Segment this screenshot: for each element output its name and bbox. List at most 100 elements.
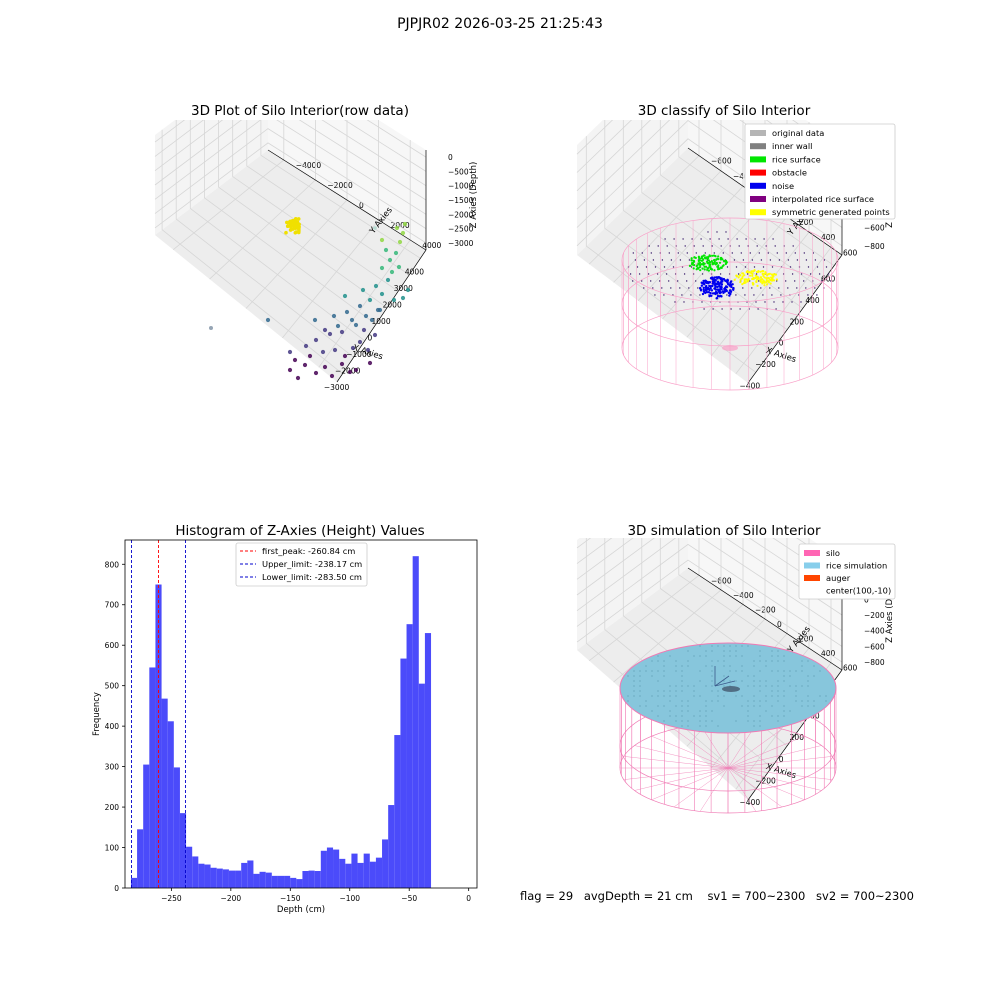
symmetric-point xyxy=(761,272,765,275)
rice-mesh-point xyxy=(657,715,659,717)
raw-data-point xyxy=(339,329,345,335)
histogram-bar xyxy=(228,870,236,888)
rice-mesh-point xyxy=(633,690,635,692)
rice-mesh-point xyxy=(783,715,785,717)
histogram-bar xyxy=(412,556,419,888)
interpolated-surface-point xyxy=(744,266,747,268)
rice-mesh-point xyxy=(699,645,701,647)
rice-mesh-point xyxy=(717,690,719,692)
interpolated-surface-point xyxy=(695,280,697,282)
legend-swatch xyxy=(804,550,820,556)
plot-frame xyxy=(124,539,478,889)
z-gridline xyxy=(576,538,843,632)
rice-surface-point xyxy=(714,263,717,266)
rice-surface-point xyxy=(697,259,700,263)
raw-data-point xyxy=(361,327,367,333)
rice-mesh-point xyxy=(723,675,725,677)
rice-mesh-point xyxy=(705,725,707,727)
symmetric-point xyxy=(756,270,760,274)
raw-data-point xyxy=(312,317,318,323)
rice-mesh-point xyxy=(729,665,731,667)
rice-mesh-point xyxy=(687,705,689,707)
raw-data-point xyxy=(265,317,271,323)
raw-data-point xyxy=(339,361,345,367)
rice-surface-point xyxy=(695,268,698,271)
interpolated-surface-point xyxy=(787,287,789,289)
rice-mesh-point xyxy=(705,710,707,712)
noise-point xyxy=(702,279,705,283)
legend-swatch xyxy=(750,130,766,136)
rice-mesh-point xyxy=(699,670,701,672)
interpolated-surface-point xyxy=(830,280,832,282)
noise-point xyxy=(713,287,716,290)
y-tick-label: 800 xyxy=(105,560,120,569)
interpolated-surface-point xyxy=(718,238,720,240)
y-tick-label: 4000 xyxy=(422,241,441,250)
rice-mesh-point xyxy=(657,670,659,672)
interpolated-surface-point xyxy=(730,308,732,310)
interpolated-surface-point xyxy=(733,259,736,261)
legend-box xyxy=(798,543,896,600)
symmetric-point xyxy=(759,280,763,283)
rice-mesh-point xyxy=(771,660,773,662)
interpolated-surface-point xyxy=(739,308,741,310)
interpolated-surface-point xyxy=(758,252,760,254)
histogram-bar xyxy=(137,829,144,888)
interpolated-surface-point xyxy=(796,287,798,289)
legend-box xyxy=(744,123,896,220)
noise-point xyxy=(728,283,731,287)
rice-mesh-point xyxy=(675,660,677,662)
rice-mesh-point xyxy=(675,705,677,707)
rice-mesh-point xyxy=(705,700,707,702)
z-gridline xyxy=(576,538,843,600)
rice-mesh-point xyxy=(753,700,755,702)
rice-mesh-point xyxy=(741,680,743,682)
interpolated-surface-point xyxy=(737,273,740,275)
rice-surface-point xyxy=(692,267,695,270)
raw-data-point xyxy=(302,362,308,368)
x-gridline xyxy=(678,538,835,682)
interpolated-surface-point xyxy=(800,301,802,303)
interpolated-surface-point xyxy=(726,294,728,296)
raw-data-point xyxy=(387,257,393,263)
rice-mesh-point xyxy=(717,700,719,702)
rice-mesh-point xyxy=(651,710,653,712)
rice-mesh-point xyxy=(669,695,671,697)
rice-mesh-point xyxy=(675,720,677,722)
rice-mesh-point xyxy=(687,685,689,687)
highlight-point xyxy=(293,217,298,221)
z-gridline xyxy=(154,142,427,244)
interpolated-surface-point xyxy=(749,252,751,254)
symmetric-point xyxy=(772,275,775,278)
interpolated-surface-point xyxy=(686,252,688,254)
rice-mesh-point xyxy=(675,690,677,692)
interpolated-surface-point xyxy=(636,266,639,268)
interpolated-surface-point xyxy=(778,287,780,289)
noise-point xyxy=(714,284,717,288)
raw-data-point xyxy=(332,347,338,353)
rice-mesh-point xyxy=(681,705,683,707)
symmetric-point xyxy=(765,283,769,286)
noise-point xyxy=(713,276,716,279)
z-tick-label: −1000 xyxy=(448,182,474,191)
rice-mesh-point xyxy=(681,690,683,692)
noise-point xyxy=(718,276,722,280)
rice-surface-point xyxy=(706,267,709,270)
z-gridline xyxy=(576,538,843,616)
legend-swatch xyxy=(804,562,820,569)
rice-mesh-point xyxy=(783,695,785,697)
rice-mesh-point xyxy=(783,690,785,692)
interpolated-surface-point xyxy=(803,280,805,282)
symmetric-point xyxy=(742,281,746,285)
raw-data-point xyxy=(363,313,369,319)
histogram-bar xyxy=(418,683,425,888)
rice-mesh-point xyxy=(663,705,665,707)
rice-surface-point xyxy=(688,264,692,267)
rice-surface-point xyxy=(699,264,702,267)
raw-data-point xyxy=(307,353,313,359)
rice-mesh-point xyxy=(651,660,653,662)
raw-data-3d-scatter: −3000 −2000 −1000 0 1000 2000 3000 4000 −4000 −20… xyxy=(154,120,479,392)
interpolated-surface-point xyxy=(742,287,744,289)
highlight-point xyxy=(285,224,290,229)
histogram-bar xyxy=(186,846,193,888)
